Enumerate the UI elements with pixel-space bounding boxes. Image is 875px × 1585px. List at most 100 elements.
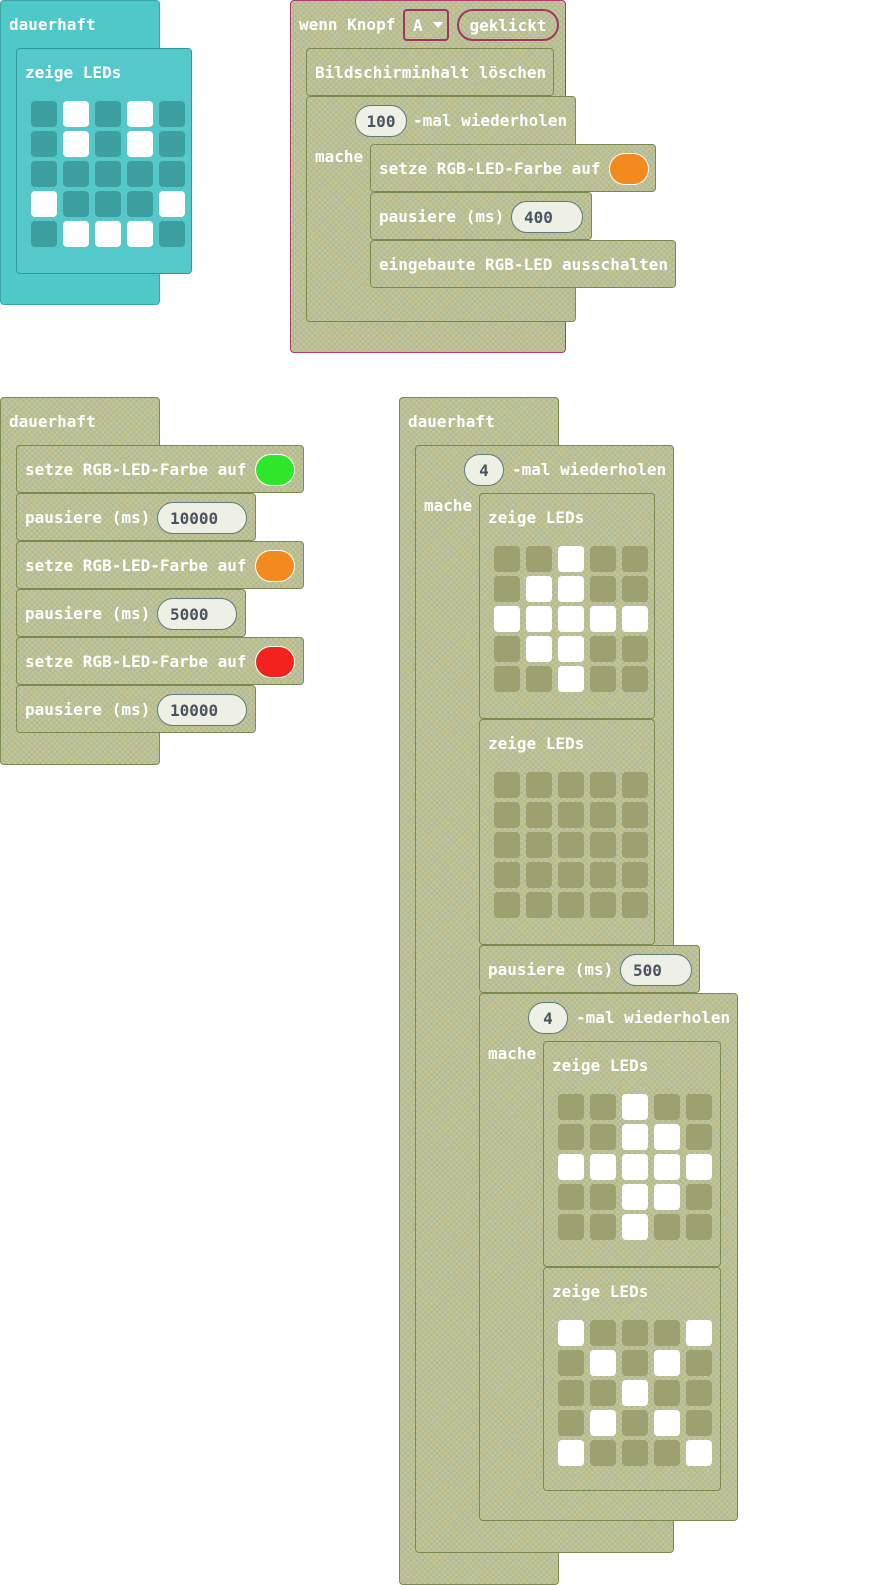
- led-r2-c3[interactable]: [590, 832, 616, 858]
- led-r2-c2[interactable]: [622, 1154, 648, 1180]
- led-r0-c2[interactable]: [95, 101, 121, 127]
- repeat-count-input[interactable]: 4: [528, 1002, 568, 1034]
- show-leds-block-5[interactable]: zeige LEDs: [543, 1267, 721, 1491]
- led-r1-c4[interactable]: [686, 1124, 712, 1150]
- pause-block-3[interactable]: pausiere (ms) 10000: [16, 685, 256, 733]
- led-r4-c4[interactable]: [159, 221, 185, 247]
- led-r2-c3[interactable]: [654, 1154, 680, 1180]
- color-swatch-green[interactable]: [255, 454, 295, 486]
- led-r1-c1[interactable]: [590, 1124, 616, 1150]
- led-r1-c4[interactable]: [622, 802, 648, 828]
- led-r4-c1[interactable]: [590, 1214, 616, 1240]
- led-r4-c1[interactable]: [526, 666, 552, 692]
- pause-input[interactable]: 500: [620, 954, 692, 986]
- led-r0-c1[interactable]: [590, 1320, 616, 1346]
- led-r4-c0[interactable]: [494, 666, 520, 692]
- led-r2-c4[interactable]: [622, 606, 648, 632]
- led-r3-c4[interactable]: [686, 1410, 712, 1436]
- led-r0-c3[interactable]: [654, 1320, 680, 1346]
- led-r3-c1[interactable]: [590, 1410, 616, 1436]
- led-r3-c1[interactable]: [590, 1184, 616, 1210]
- set-rgb-block-button[interactable]: setze RGB-LED-Farbe auf: [370, 144, 656, 192]
- led-r1-c3[interactable]: [654, 1350, 680, 1376]
- led-r4-c1[interactable]: [63, 221, 89, 247]
- led-r2-c3[interactable]: [127, 161, 153, 187]
- led-r0-c4[interactable]: [686, 1320, 712, 1346]
- led-r3-c3[interactable]: [127, 191, 153, 217]
- led-r4-c0[interactable]: [558, 1440, 584, 1466]
- led-r0-c1[interactable]: [526, 772, 552, 798]
- led-r0-c2[interactable]: [558, 546, 584, 572]
- led-r0-c4[interactable]: [622, 772, 648, 798]
- led-r2-c1[interactable]: [526, 606, 552, 632]
- led-r4-c3[interactable]: [654, 1214, 680, 1240]
- led-r3-c3[interactable]: [654, 1410, 680, 1436]
- led-r2-c3[interactable]: [590, 606, 616, 632]
- led-r1-c1[interactable]: [590, 1350, 616, 1376]
- led-r1-c2[interactable]: [558, 802, 584, 828]
- led-r3-c3[interactable]: [590, 636, 616, 662]
- led-r0-c1[interactable]: [63, 101, 89, 127]
- led-r4-c0[interactable]: [494, 892, 520, 918]
- led-r2-c0[interactable]: [31, 161, 57, 187]
- led-r1-c0[interactable]: [31, 131, 57, 157]
- led-r4-c1[interactable]: [590, 1440, 616, 1466]
- led-r3-c4[interactable]: [686, 1184, 712, 1210]
- led-r3-c0[interactable]: [494, 862, 520, 888]
- led-r2-c4[interactable]: [159, 161, 185, 187]
- led-r3-c0[interactable]: [494, 636, 520, 662]
- color-swatch-orange[interactable]: [255, 550, 295, 582]
- led-r2-c1[interactable]: [63, 161, 89, 187]
- led-r2-c0[interactable]: [494, 832, 520, 858]
- pause-input[interactable]: 10000: [157, 502, 247, 534]
- button-dropdown[interactable]: A: [403, 9, 449, 41]
- led-r1-c1[interactable]: [63, 131, 89, 157]
- led-r2-c4[interactable]: [686, 1154, 712, 1180]
- led-r4-c0[interactable]: [31, 221, 57, 247]
- pause-block-2[interactable]: pausiere (ms) 5000: [16, 589, 246, 637]
- led-r4-c1[interactable]: [526, 892, 552, 918]
- pause-block-button[interactable]: pausiere (ms) 400: [370, 192, 592, 240]
- led-r3-c1[interactable]: [526, 862, 552, 888]
- led-r3-c4[interactable]: [159, 191, 185, 217]
- show-leds-block-2[interactable]: zeige LEDs: [479, 493, 655, 719]
- led-r3-c1[interactable]: [63, 191, 89, 217]
- led-r2-c2[interactable]: [558, 832, 584, 858]
- set-rgb-block-3[interactable]: setze RGB-LED-Farbe auf: [16, 637, 304, 685]
- pause-input[interactable]: 10000: [157, 694, 247, 726]
- led-r2-c0[interactable]: [494, 606, 520, 632]
- led-r4-c4[interactable]: [622, 666, 648, 692]
- repeat-count-input[interactable]: 100: [355, 105, 407, 137]
- set-rgb-block-2[interactable]: setze RGB-LED-Farbe auf: [16, 541, 304, 589]
- led-r3-c4[interactable]: [622, 862, 648, 888]
- led-r3-c2[interactable]: [622, 1410, 648, 1436]
- led-r1-c4[interactable]: [686, 1350, 712, 1376]
- led-r0-c3[interactable]: [654, 1094, 680, 1120]
- pause-block-1[interactable]: pausiere (ms) 10000: [16, 493, 256, 541]
- led-r0-c1[interactable]: [590, 1094, 616, 1120]
- led-r3-c0[interactable]: [558, 1184, 584, 1210]
- led-r0-c1[interactable]: [526, 546, 552, 572]
- led-r4-c2[interactable]: [558, 892, 584, 918]
- led-r1-c2[interactable]: [558, 576, 584, 602]
- led-r2-c1[interactable]: [590, 1380, 616, 1406]
- led-r0-c0[interactable]: [31, 101, 57, 127]
- led-r2-c2[interactable]: [622, 1380, 648, 1406]
- led-r2-c2[interactable]: [558, 606, 584, 632]
- show-leds-block-3[interactable]: zeige LEDs: [479, 719, 655, 945]
- led-r1-c3[interactable]: [590, 802, 616, 828]
- led-r4-c2[interactable]: [622, 1214, 648, 1240]
- led-r4-c4[interactable]: [622, 892, 648, 918]
- clear-screen-block[interactable]: Bildschirminhalt löschen: [306, 48, 554, 96]
- led-r1-c4[interactable]: [622, 576, 648, 602]
- led-r1-c1[interactable]: [526, 802, 552, 828]
- led-r4-c3[interactable]: [590, 892, 616, 918]
- led-r0-c4[interactable]: [159, 101, 185, 127]
- led-r1-c0[interactable]: [558, 1350, 584, 1376]
- led-r1-c1[interactable]: [526, 576, 552, 602]
- pause-block-4[interactable]: pausiere (ms) 500: [479, 945, 700, 993]
- color-swatch-red[interactable]: [255, 646, 295, 678]
- color-swatch-orange[interactable]: [609, 153, 649, 185]
- show-leds-block-1[interactable]: zeige LEDs: [16, 48, 192, 274]
- led-r0-c0[interactable]: [494, 546, 520, 572]
